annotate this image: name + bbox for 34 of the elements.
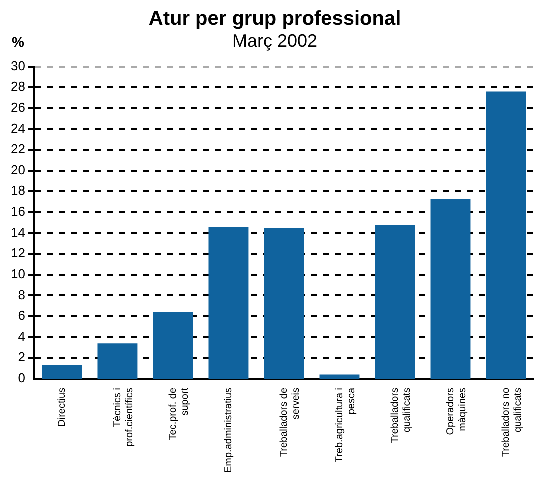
y-tick-label: 30 xyxy=(10,58,26,74)
x-tick-label: Tec.prof. de suport xyxy=(168,388,191,440)
y-tick-label: 20 xyxy=(10,162,26,178)
bar xyxy=(375,224,416,379)
y-tick-label: 16 xyxy=(10,204,26,220)
y-tick-label: 4 xyxy=(18,328,26,344)
bar xyxy=(430,198,471,379)
bar xyxy=(264,228,304,379)
x-tick-label: Treballadors de serveis xyxy=(278,388,302,458)
y-tick-label: 8 xyxy=(18,287,26,302)
chart-subtitle: Març 2002 xyxy=(232,31,318,51)
chart-title: Atur per grup professional xyxy=(148,8,402,31)
x-tick-label: Directius xyxy=(56,388,68,427)
bar xyxy=(208,227,249,379)
y-tick-label: 28 xyxy=(10,79,26,94)
bar xyxy=(486,92,526,379)
y-tick-label: 6 xyxy=(18,308,26,324)
y-tick-label: 26 xyxy=(10,100,26,115)
x-tick-label: Tècnics i prof.científics xyxy=(112,388,136,447)
y-tick-label: 24 xyxy=(10,120,26,136)
y-tick-label: 10 xyxy=(10,266,26,282)
x-tick-label: Emp.administratius xyxy=(223,388,234,473)
y-tick-label: 22 xyxy=(10,142,26,157)
y-tick-label: 2 xyxy=(18,350,26,365)
bar xyxy=(320,374,360,379)
bar xyxy=(98,344,138,379)
y-tick-label: 14 xyxy=(10,224,26,240)
y-tick-label: 18 xyxy=(10,183,26,198)
bar xyxy=(42,365,82,379)
y-axis-title: % xyxy=(12,34,24,50)
bar xyxy=(153,312,194,379)
y-tick-label: 12 xyxy=(10,246,26,261)
y-tick-label: 0 xyxy=(18,370,26,386)
x-tick-label: Treb.agricultura i pesca xyxy=(334,388,358,463)
